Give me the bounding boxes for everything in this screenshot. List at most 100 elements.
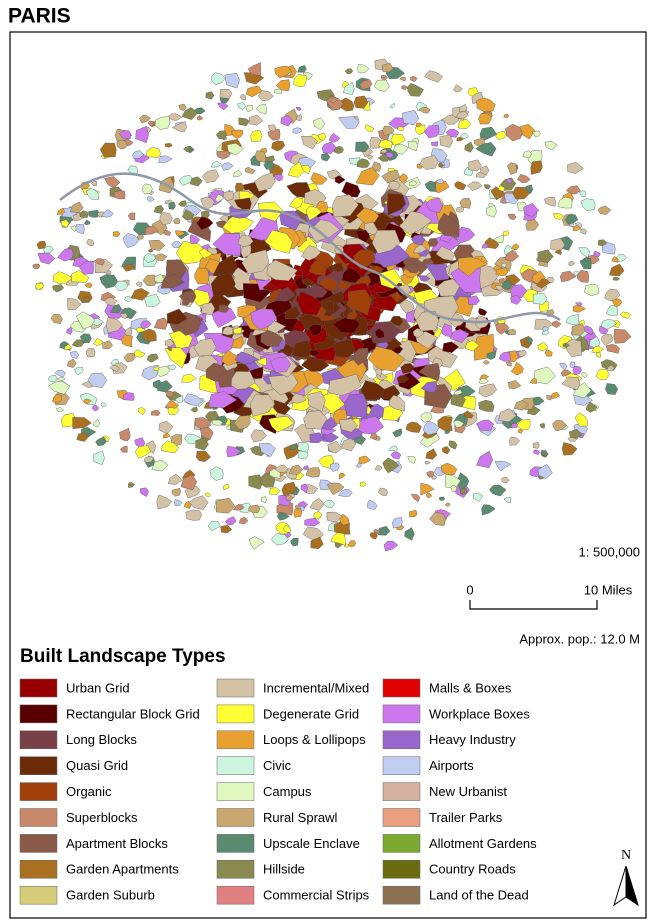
map-patch bbox=[241, 249, 270, 275]
map-patch bbox=[571, 323, 586, 336]
map-patch bbox=[287, 161, 306, 178]
map-patch bbox=[532, 130, 541, 138]
map-patch bbox=[165, 259, 188, 280]
map-patch bbox=[431, 141, 439, 147]
map-patch bbox=[550, 237, 566, 252]
map-patch bbox=[517, 349, 527, 357]
map-patch bbox=[456, 206, 465, 213]
map-patch bbox=[420, 381, 438, 393]
map-patch bbox=[143, 293, 161, 307]
map-patch bbox=[71, 339, 85, 347]
map-patch bbox=[565, 214, 579, 225]
map-patch bbox=[119, 428, 131, 442]
legend-swatch bbox=[216, 704, 255, 724]
map-patch bbox=[512, 186, 531, 200]
map-patch bbox=[171, 488, 181, 497]
map-patch bbox=[151, 410, 161, 416]
map-patch bbox=[483, 184, 491, 190]
map-patch bbox=[343, 393, 368, 418]
map-patch bbox=[36, 240, 47, 250]
map-patch bbox=[503, 113, 510, 119]
map-patch bbox=[174, 395, 184, 403]
map-patch bbox=[495, 267, 509, 276]
map-patch bbox=[156, 494, 173, 510]
map-patch bbox=[167, 113, 183, 121]
legend-swatch bbox=[19, 730, 58, 750]
map-patch bbox=[260, 496, 267, 503]
map-patch bbox=[390, 133, 406, 146]
map-patch bbox=[37, 252, 56, 265]
map-patch bbox=[475, 142, 497, 157]
map-patch bbox=[562, 342, 570, 348]
map-patch bbox=[100, 402, 107, 408]
map-patch bbox=[567, 161, 584, 174]
map-patch bbox=[525, 219, 540, 231]
map-patch bbox=[113, 190, 126, 200]
map-patch bbox=[353, 95, 369, 109]
map-patch bbox=[405, 421, 422, 433]
map-patch bbox=[95, 436, 107, 446]
map-patch bbox=[146, 353, 159, 363]
map-patch bbox=[517, 428, 524, 434]
map-patch bbox=[355, 229, 371, 243]
map-patch bbox=[157, 380, 173, 393]
map-patch bbox=[310, 172, 328, 185]
map-patch bbox=[164, 347, 188, 369]
map-patch bbox=[74, 367, 84, 376]
map-patch bbox=[486, 350, 497, 360]
map-patch bbox=[233, 415, 251, 430]
map-patch bbox=[144, 225, 159, 235]
map-patch bbox=[478, 307, 488, 316]
map-patch bbox=[332, 338, 356, 358]
map-patch bbox=[139, 114, 151, 124]
map-patch bbox=[273, 174, 283, 182]
map-patch bbox=[196, 115, 204, 121]
map-patch bbox=[308, 323, 323, 336]
map-patch bbox=[382, 125, 395, 136]
map-patch bbox=[257, 90, 274, 102]
map-patch bbox=[355, 167, 380, 186]
map-patch bbox=[276, 511, 290, 521]
map-patch bbox=[501, 262, 507, 268]
legend-swatch bbox=[19, 704, 58, 724]
map-patch bbox=[288, 464, 303, 475]
map-patch bbox=[255, 103, 268, 115]
map-patch bbox=[185, 509, 202, 521]
map-patch bbox=[230, 129, 244, 139]
map-patch bbox=[503, 497, 512, 504]
map-patch bbox=[457, 256, 489, 277]
map-patch bbox=[208, 391, 238, 408]
map-patch bbox=[256, 357, 267, 366]
map-patch bbox=[273, 399, 291, 415]
map-patch bbox=[132, 150, 144, 159]
map-patch bbox=[444, 502, 451, 507]
map-patch bbox=[456, 137, 464, 142]
map-patch bbox=[204, 492, 211, 498]
map-patch bbox=[367, 346, 405, 372]
map-patch bbox=[93, 338, 104, 346]
map-patch bbox=[302, 278, 314, 287]
map-patch bbox=[121, 334, 133, 348]
map-patch bbox=[426, 492, 433, 499]
map-patch bbox=[211, 72, 226, 85]
map-patch bbox=[369, 532, 378, 540]
map-patch bbox=[304, 517, 321, 527]
map-patch bbox=[66, 358, 77, 369]
map-patch bbox=[346, 310, 358, 320]
map-patch bbox=[93, 450, 105, 466]
map-patch bbox=[378, 268, 402, 289]
map-patch bbox=[193, 338, 217, 357]
map-patch bbox=[386, 193, 406, 216]
map-patch bbox=[181, 209, 195, 221]
map-patch bbox=[504, 249, 519, 262]
map-patch bbox=[274, 286, 296, 302]
map-patch bbox=[199, 427, 214, 441]
map-patch bbox=[450, 394, 466, 408]
map-patch bbox=[454, 181, 467, 191]
legend-swatch bbox=[19, 885, 58, 905]
map-patch bbox=[574, 412, 588, 427]
map-patch bbox=[245, 85, 262, 98]
map-patch bbox=[104, 297, 118, 307]
map-patch bbox=[92, 418, 100, 428]
map-patch bbox=[239, 94, 247, 101]
